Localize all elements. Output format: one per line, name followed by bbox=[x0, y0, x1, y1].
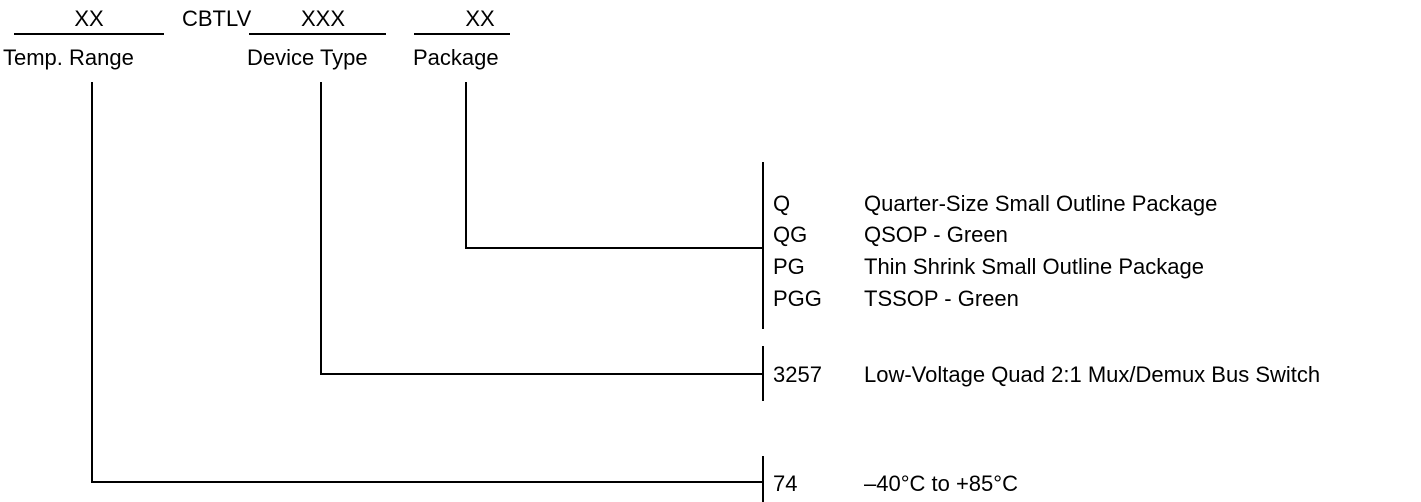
device-connector-vertical bbox=[320, 82, 322, 375]
package-connector-horizontal bbox=[465, 247, 764, 249]
temp-options-bracket bbox=[762, 456, 764, 502]
temp-range-placeholder: XX bbox=[74, 6, 104, 31]
package-description-pgg: TSSOP - Green bbox=[864, 286, 1019, 311]
package-code-pgg: PGG bbox=[773, 286, 822, 311]
temp-range-underline bbox=[14, 33, 164, 35]
device-type-underline bbox=[249, 33, 386, 35]
device-description: Low-Voltage Quad 2:1 Mux/Demux Bus Switc… bbox=[864, 362, 1321, 387]
temp-connector-horizontal bbox=[91, 481, 764, 483]
device-type-placeholder: XXX bbox=[300, 6, 346, 31]
temp-range-label: Temp. Range bbox=[3, 45, 134, 70]
temp-code: 74 bbox=[773, 471, 798, 496]
device-code: 3257 bbox=[773, 362, 822, 387]
package-description-q: Quarter-Size Small Outline Package bbox=[864, 191, 1218, 216]
package-connector-vertical bbox=[465, 82, 467, 249]
part-prefix: CBTLV bbox=[182, 6, 252, 31]
package-underline bbox=[414, 33, 510, 35]
package-code-qg: QG bbox=[773, 222, 808, 247]
device-type-label: Device Type bbox=[247, 45, 368, 70]
package-label: Package bbox=[413, 45, 499, 70]
temp-description: –40°C to +85°C bbox=[864, 471, 1018, 496]
package-options-bracket bbox=[762, 162, 764, 329]
device-options-bracket bbox=[762, 346, 764, 401]
temp-connector-vertical bbox=[91, 82, 93, 483]
package-description-qg: QSOP - Green bbox=[864, 222, 1008, 247]
package-placeholder: XX bbox=[465, 6, 495, 31]
package-description-pg: Thin Shrink Small Outline Package bbox=[864, 254, 1204, 279]
package-code-q: Q bbox=[773, 191, 791, 216]
package-code-pg: PG bbox=[773, 254, 805, 279]
device-connector-horizontal bbox=[320, 373, 764, 375]
